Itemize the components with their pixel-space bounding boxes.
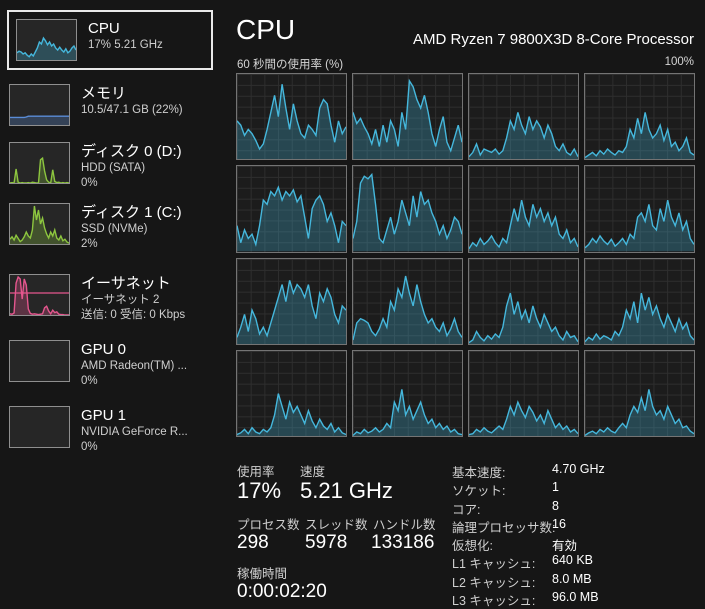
detail-row-cores: コア: 8 <box>452 499 697 517</box>
sidebar-memory-title: メモリ <box>81 85 127 102</box>
sidebar-gpu0-sub1: AMD Radeon(TM) ... <box>81 360 188 372</box>
virtualization-value: 有効 <box>552 539 578 554</box>
sidebar-gpu1-sub2: 0% <box>81 441 98 453</box>
page-title: CPU <box>236 14 296 45</box>
cpu-details-list: 基本速度: 4.70 GHz ソケット: 1 コア: 8 論理プロセッサ数: 1… <box>452 462 697 608</box>
l3-cache-label: L3 キャッシュ: <box>452 594 536 609</box>
cores-label: コア: <box>452 502 481 517</box>
cpu-core-graph-7 <box>584 165 695 253</box>
disk0-mini-graph <box>9 142 70 184</box>
sidebar-gpu0-sub2: 0% <box>81 375 98 387</box>
virtualization-label: 仮想化: <box>452 539 493 554</box>
sidebar-gpu1-title: GPU 1 <box>81 407 127 424</box>
detail-row-base-speed: 基本速度: 4.70 GHz <box>452 462 697 480</box>
sidebar-ethernet-sub1: イーサネット 2 <box>81 294 160 306</box>
cores-value: 8 <box>552 498 559 513</box>
memory-mini-graph <box>9 84 70 126</box>
cpu-mini-graph <box>16 19 77 61</box>
chart-max-label: 100% <box>664 56 694 68</box>
cpu-core-graph-8 <box>236 257 347 345</box>
sidebar-gpu1-sub1: NVIDIA GeForce R... <box>81 426 188 438</box>
threads-value: 5978 <box>305 532 348 553</box>
detail-row-l1-cache: L1 キャッシュ: 640 KB <box>452 553 697 571</box>
base-speed-value: 4.70 GHz <box>552 462 605 476</box>
cpu-core-graph-2 <box>468 73 579 161</box>
l3-cache-value: 96.0 MB <box>552 590 599 605</box>
sidebar-item-gpu0[interactable]: GPU 0 AMD Radeon(TM) ... 0% <box>9 340 215 389</box>
sidebar-item-disk0[interactable]: ディスク 0 (D:) HDD (SATA) 0% <box>9 142 215 191</box>
cpu-core-grid <box>236 73 695 437</box>
sidebar-item-ethernet[interactable]: イーサネット イーサネット 2 送信: 0 受信: 0 Kbps <box>9 274 215 323</box>
cpu-core-graph-6 <box>468 165 579 253</box>
cpu-core-graph-5 <box>352 165 463 253</box>
speed-value: 5.21 GHz <box>300 478 393 503</box>
sidebar-disk0-title: ディスク 0 (D:) <box>81 143 182 160</box>
logical-processors-value: 16 <box>552 516 566 531</box>
sidebar-item-memory[interactable]: メモリ 10.5/47.1 GB (22%) <box>9 84 215 126</box>
l2-cache-value: 8.0 MB <box>552 571 592 586</box>
sidebar-disk1-title: ディスク 1 (C:) <box>81 204 182 221</box>
processes-label: プロセス数 <box>237 518 300 532</box>
cpu-core-graph-1 <box>352 73 463 161</box>
cpu-core-graph-4 <box>236 165 347 253</box>
sockets-label: ソケット: <box>452 484 506 499</box>
uptime-value: 0:00:02:20 <box>237 581 327 602</box>
cpu-core-graph-12 <box>236 349 347 437</box>
cpu-core-graph-3 <box>584 73 695 161</box>
cpu-core-graph-11 <box>584 257 695 345</box>
sockets-value: 1 <box>552 480 559 495</box>
handles-value: 133186 <box>371 532 435 553</box>
disk1-mini-graph <box>9 203 70 245</box>
detail-row-sockets: ソケット: 1 <box>452 480 697 498</box>
sidebar-item-cpu[interactable]: CPU 17% 5.21 GHz <box>7 10 213 70</box>
l2-cache-label: L2 キャッシュ: <box>452 575 536 590</box>
cpu-core-graph-9 <box>352 257 463 345</box>
sidebar-disk1-sub1: SSD (NVMe) <box>81 223 148 235</box>
threads-label: スレッド数 <box>305 518 368 532</box>
uptime-label: 稼働時間 <box>237 567 288 581</box>
gpu1-mini-graph <box>9 406 70 448</box>
cpu-core-graph-0 <box>236 73 347 161</box>
cpu-core-graph-14 <box>468 349 579 437</box>
ethernet-mini-graph <box>9 274 70 316</box>
processes-value: 298 <box>237 532 269 553</box>
speed-label: 速度 <box>300 465 326 479</box>
sidebar-gpu0-title: GPU 0 <box>81 341 127 358</box>
cpu-core-graph-13 <box>352 349 463 437</box>
cpu-core-graph-10 <box>468 257 579 345</box>
handles-label: ハンドル数 <box>373 518 436 532</box>
logical-processors-label: 論理プロセッサ数: <box>452 520 556 535</box>
detail-row-l2-cache: L2 キャッシュ: 8.0 MB <box>452 572 697 590</box>
sidebar-ethernet-sub2: 送信: 0 受信: 0 Kbps <box>81 309 186 321</box>
chart-caption: 60 秒間の使用率 (%) <box>237 59 344 71</box>
cpu-core-graph-15 <box>584 349 695 437</box>
base-speed-label: 基本速度: <box>452 466 506 480</box>
sidebar-cpu-sub: 17% 5.21 GHz <box>88 39 163 51</box>
detail-row-virtualization: 仮想化: 有効 <box>452 535 697 553</box>
sidebar-memory-sub: 10.5/47.1 GB (22%) <box>81 104 183 116</box>
sidebar-item-disk1[interactable]: ディスク 1 (C:) SSD (NVMe) 2% <box>9 203 215 252</box>
detail-row-logical-processors: 論理プロセッサ数: 16 <box>452 517 697 535</box>
processor-name: AMD Ryzen 7 9800X3D 8-Core Processor <box>413 31 694 48</box>
usage-label: 使用率 <box>237 465 275 479</box>
sidebar-disk0-sub2: 0% <box>81 177 98 189</box>
l1-cache-value: 640 KB <box>552 553 594 568</box>
sidebar-cpu-title: CPU <box>88 20 120 37</box>
l1-cache-label: L1 キャッシュ: <box>452 557 536 572</box>
sidebar-disk1-sub2: 2% <box>81 238 98 250</box>
usage-value: 17% <box>237 478 282 503</box>
sidebar-disk0-sub1: HDD (SATA) <box>81 162 146 174</box>
gpu0-mini-graph <box>9 340 70 382</box>
sidebar-ethernet-title: イーサネット <box>81 275 171 292</box>
detail-row-l3-cache: L3 キャッシュ: 96.0 MB <box>452 590 697 608</box>
sidebar-item-gpu1[interactable]: GPU 1 NVIDIA GeForce R... 0% <box>9 406 215 455</box>
